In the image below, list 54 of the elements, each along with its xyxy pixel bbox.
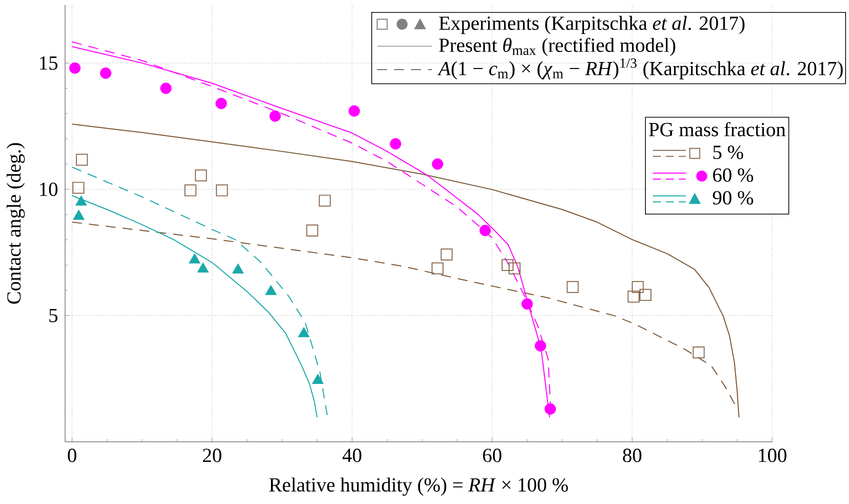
point bbox=[508, 262, 521, 275]
point bbox=[440, 248, 453, 261]
y-axis-title: Contact angle (deg.) bbox=[6, 143, 25, 304]
point bbox=[479, 224, 491, 236]
annotation: Present θ$_{max}$ (rectified model) bbox=[439, 38, 676, 56]
point bbox=[216, 98, 227, 110]
point bbox=[76, 154, 88, 166]
point bbox=[544, 403, 556, 415]
point bbox=[216, 184, 228, 196]
x-tick-label: 80 bbox=[622, 448, 642, 462]
point bbox=[72, 182, 84, 194]
y-tick-label: 10 bbox=[40, 182, 58, 196]
point bbox=[432, 158, 444, 170]
legend-label: 5 % bbox=[713, 146, 744, 160]
point bbox=[628, 290, 640, 303]
x-tick-label: 40 bbox=[342, 448, 362, 462]
point bbox=[306, 224, 318, 237]
point bbox=[72, 210, 85, 220]
point bbox=[269, 110, 281, 122]
text: A(1 − c$_{m}$) × (χ$_{m}$ − RH)$^{1/3}$ (Karpitschka et al. 2017) bbox=[437, 58, 843, 80]
point bbox=[318, 194, 331, 207]
annotation: Experiments (Karpitschka et al. 2017) bbox=[439, 16, 745, 34]
point bbox=[312, 374, 324, 384]
point bbox=[100, 68, 112, 80]
point bbox=[184, 184, 196, 196]
point bbox=[640, 289, 652, 302]
legend-title: PG mass fraction bbox=[648, 122, 786, 136]
y-tick-label: 15 bbox=[40, 56, 58, 70]
point bbox=[632, 281, 644, 294]
point bbox=[534, 340, 546, 352]
legend-label: 60 % bbox=[713, 168, 754, 182]
point bbox=[502, 259, 514, 272]
point bbox=[298, 327, 310, 338]
point bbox=[390, 138, 402, 150]
point bbox=[692, 346, 705, 359]
point bbox=[75, 196, 87, 206]
point bbox=[188, 254, 200, 264]
point bbox=[566, 281, 579, 294]
point bbox=[265, 285, 277, 296]
point bbox=[521, 298, 533, 310]
point bbox=[194, 170, 207, 182]
point bbox=[69, 62, 81, 74]
x-axis-title: Relative humidity (%) = RH × 100 % bbox=[269, 478, 568, 496]
x-tick-label: 60 bbox=[483, 448, 502, 462]
point bbox=[197, 262, 209, 273]
point bbox=[160, 82, 172, 94]
legend-label: 90 % bbox=[712, 191, 754, 205]
y-tick-label: 5 bbox=[49, 309, 58, 322]
point bbox=[348, 106, 360, 117]
x-tick-label: 20 bbox=[203, 448, 222, 462]
point bbox=[432, 262, 444, 275]
x-tick-label: 100 bbox=[759, 448, 786, 462]
x-tick-label: 0 bbox=[68, 448, 76, 462]
point bbox=[232, 264, 244, 274]
